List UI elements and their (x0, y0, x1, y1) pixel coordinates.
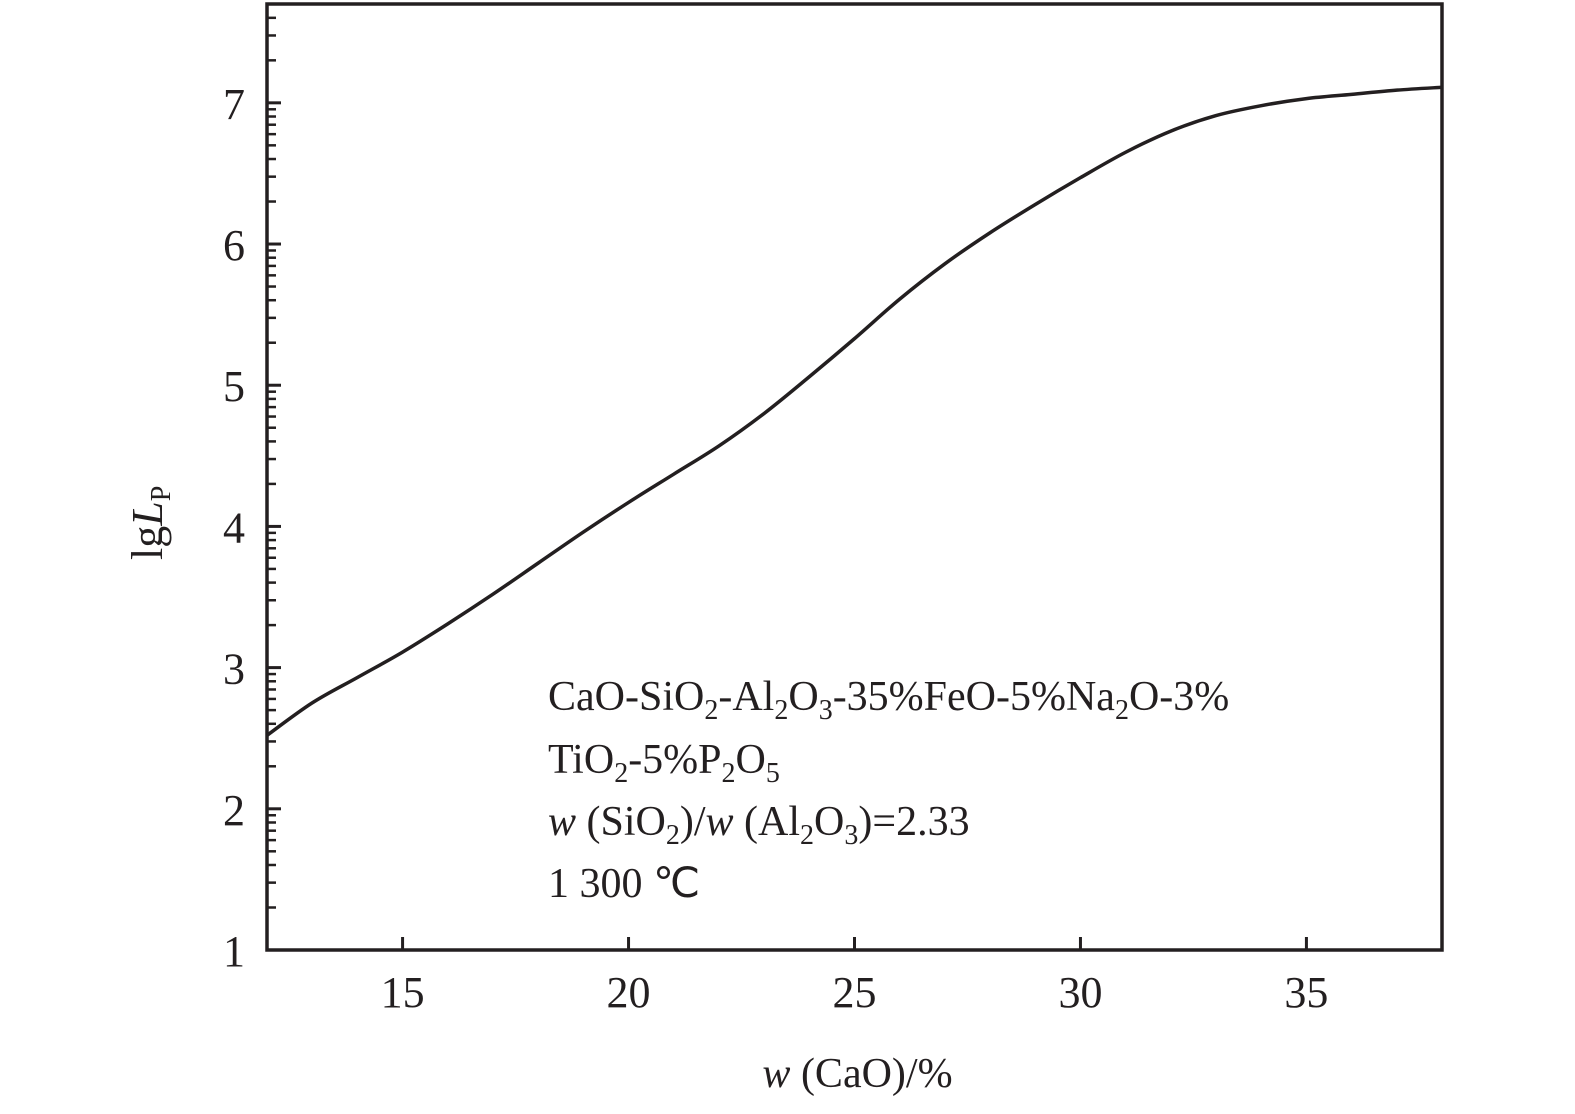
y-tick-label: 2 (223, 786, 245, 835)
annotation-line: TiO2-5%P2O5 (548, 737, 780, 788)
annotation-text: (SiO (576, 799, 666, 845)
annotation-text: CaO-SiO (548, 674, 705, 720)
annotation-text: -35%FeO-5%Na (832, 674, 1115, 720)
annotation-text: 2 (774, 695, 789, 726)
y-tick-label: 1 (223, 927, 245, 976)
annotation-text: O (788, 674, 819, 720)
annotation-text: (Al (733, 799, 801, 845)
x-tick-label: 35 (1284, 968, 1328, 1017)
annotation-text: TiO (548, 737, 615, 783)
x-tick-label: 25 (833, 968, 877, 1017)
y-tick-label: 6 (223, 221, 245, 270)
annotation-line: CaO-SiO2-Al2O3-35%FeO-5%Na2O-3% (548, 674, 1230, 725)
annotation-text: 2 (665, 820, 680, 851)
annotation-text: O-3% (1128, 674, 1230, 720)
series-line (265, 85, 1443, 737)
y-tick-label: 7 (223, 80, 245, 129)
annotation-text: )=2.33 (858, 799, 970, 845)
x-tick-label: 15 (381, 968, 425, 1017)
x-tick-label: 20 (607, 968, 651, 1017)
annotation-text: 2 (704, 695, 719, 726)
y-tick-label: 4 (223, 503, 245, 552)
annotation-text: )/ (679, 799, 706, 845)
annotation-text: 3 (818, 695, 833, 726)
y-axis-label: lgLP (122, 486, 177, 560)
annotation-text: w (705, 799, 734, 845)
x-label-italic: w (762, 1051, 791, 1097)
annotation-text: -Al (718, 674, 775, 720)
annotation-text: 2 (614, 758, 629, 789)
annotation-line: 1 300 ℃ (548, 862, 700, 906)
annotation-text: 2 (1114, 695, 1129, 726)
annotation-line: w (SiO2)/w (Al2O3)=2.33 (548, 799, 970, 850)
x-label-rest: (CaO)/% (790, 1051, 953, 1097)
annotation-text: O (735, 737, 766, 783)
y-label-main: lg (123, 525, 172, 560)
annotation-text: w (548, 799, 577, 845)
y-label-italic: L (123, 501, 172, 526)
x-tick-label: 30 (1058, 968, 1102, 1017)
annotation-text: 2 (800, 820, 815, 851)
x-axis-label: w (CaO)/% (0, 1050, 1575, 1098)
annotation-text: 2 (721, 758, 736, 789)
annotation-text: 5 (765, 758, 780, 789)
annotation-text: -5%P (628, 737, 722, 783)
annotation-text: 3 (844, 820, 859, 851)
y-tick-label: 5 (223, 362, 245, 411)
annotation-text: 1 300 ℃ (548, 861, 701, 907)
annotation-text: O (814, 799, 845, 845)
y-label-sub: P (146, 485, 177, 502)
y-tick-label: 3 (223, 645, 245, 694)
